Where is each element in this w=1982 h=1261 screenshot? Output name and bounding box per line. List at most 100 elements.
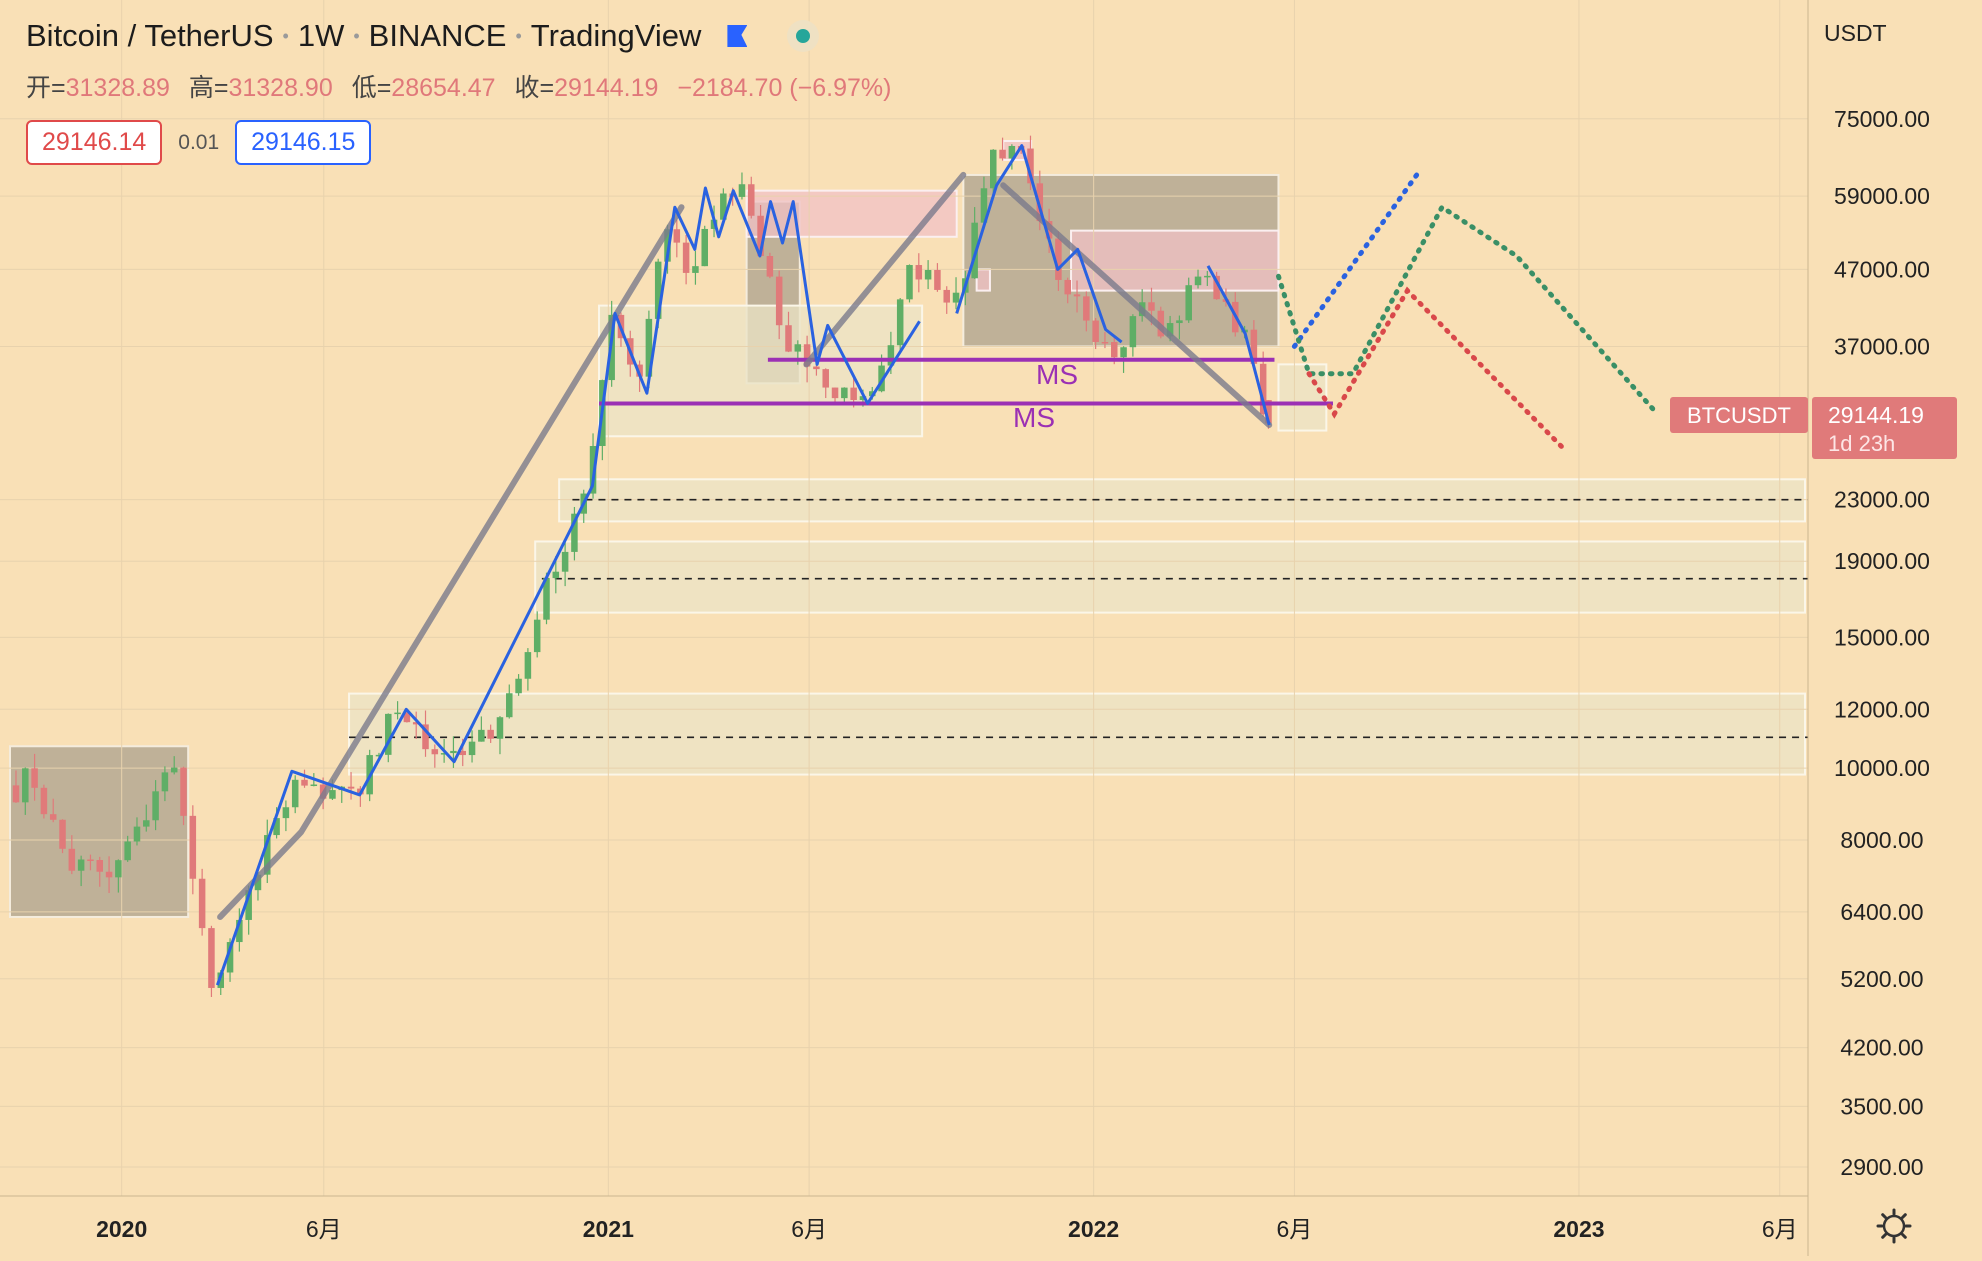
zone-gray xyxy=(9,745,190,918)
change-value: −2184.70 (−6.97%) xyxy=(677,74,892,102)
flag-icon[interactable] xyxy=(727,25,747,47)
candle-body xyxy=(273,818,280,836)
candle-body xyxy=(1194,276,1202,286)
candle-body xyxy=(952,292,960,303)
price-tick-label: 4200.00 xyxy=(1840,1035,1923,1061)
interval-label[interactable]: 1W xyxy=(297,18,345,53)
candle-body xyxy=(347,786,355,789)
projection-layer xyxy=(1276,172,1660,451)
symbol-title-row[interactable]: Bitcoin / TetherUS • 1W • BINANCE • Trad… xyxy=(26,18,891,54)
candle-body xyxy=(87,859,94,861)
price-tick-label: 37000.00 xyxy=(1834,333,1930,359)
candle-body xyxy=(208,928,215,988)
time-tick-label: 6月 xyxy=(1762,1216,1798,1242)
candle-body xyxy=(459,750,466,756)
price-tick-label: 5200.00 xyxy=(1840,966,1923,992)
time-ticks: 2020 6月 2021 6月 2022 6月 2023 6月 xyxy=(96,1216,1798,1242)
candle-body xyxy=(301,779,308,786)
candle-body xyxy=(822,369,829,388)
candle-body xyxy=(77,859,85,871)
candle-body xyxy=(1185,285,1192,321)
sell-price-button[interactable]: 29146.14 xyxy=(26,120,163,165)
candle-body xyxy=(1129,316,1137,348)
low-label: 低= xyxy=(351,74,392,102)
candle-body xyxy=(431,749,439,755)
time-tick-label: 2022 xyxy=(1068,1216,1119,1242)
candle-body xyxy=(217,972,225,988)
candle-body xyxy=(1166,323,1174,337)
candle-body xyxy=(49,814,57,820)
candle-body xyxy=(645,318,653,377)
candle-body xyxy=(1213,275,1220,300)
time-axis-background xyxy=(0,1196,1982,1256)
candle-body xyxy=(450,750,457,754)
separator-dot: • xyxy=(353,25,360,46)
candle-body xyxy=(1259,363,1267,415)
symbol-name[interactable]: Bitcoin / TetherUS xyxy=(26,18,274,53)
candle-body xyxy=(664,229,671,262)
candle-body xyxy=(1064,279,1071,295)
zone-light xyxy=(598,304,924,438)
market-status-icon[interactable] xyxy=(787,20,820,52)
price-ticks: 75000.00 59000.00 47000.00 37000.00 23000.00… xyxy=(1834,106,1930,1180)
candle-body xyxy=(105,871,113,878)
price-tick-label: 15000.00 xyxy=(1834,624,1930,650)
candle-body xyxy=(1092,320,1099,342)
candle-body xyxy=(478,729,485,742)
candle-body xyxy=(1204,275,1211,278)
candle-body xyxy=(571,513,578,552)
candle-body xyxy=(692,266,699,273)
candle-body xyxy=(887,345,895,366)
exchange-label: BINANCE xyxy=(368,18,507,53)
price-tick-label: 8000.00 xyxy=(1840,827,1923,853)
open-value: 31328.89 xyxy=(65,74,170,102)
platform-label: TradingView xyxy=(530,18,702,53)
candle-body xyxy=(1120,347,1127,358)
candle-body xyxy=(980,188,988,223)
candle-body xyxy=(1008,146,1016,159)
candle-body xyxy=(636,364,643,377)
candle-body xyxy=(738,184,746,197)
price-tick-label: 3500.00 xyxy=(1840,1093,1923,1119)
time-tick-label: 2021 xyxy=(583,1216,634,1242)
time-tick-label: 6月 xyxy=(1277,1216,1313,1242)
buy-price-button[interactable]: 29146.15 xyxy=(235,120,372,165)
gear-icon[interactable] xyxy=(1876,1208,1912,1244)
blue-trendline xyxy=(1206,265,1271,426)
annotation-layer: MS MS xyxy=(1013,359,1078,433)
time-tick-label: 6月 xyxy=(791,1216,827,1242)
time-tick-label: 2020 xyxy=(96,1216,147,1242)
trade-buttons: 29146.14 0.01 29146.15 xyxy=(26,120,891,165)
candle-body xyxy=(264,835,271,875)
high-label: 高= xyxy=(188,74,229,102)
candle-body xyxy=(654,261,662,319)
candle-body xyxy=(403,712,411,723)
candle-body xyxy=(198,878,206,929)
chart-header: Bitcoin / TetherUS • 1W • BINANCE • Trad… xyxy=(26,18,891,165)
separator-dot: • xyxy=(515,25,522,46)
candle-body xyxy=(59,819,66,849)
zone-layer xyxy=(9,139,1806,918)
price-tick-label: 75000.00 xyxy=(1834,106,1930,132)
projection-red xyxy=(1306,286,1566,451)
candle-body xyxy=(310,784,318,787)
candle-body xyxy=(757,215,764,257)
candle-body xyxy=(170,767,178,773)
trendline-layer xyxy=(215,144,1333,986)
candle-body xyxy=(1148,302,1155,311)
candle-body xyxy=(896,299,904,346)
candle-body xyxy=(12,785,20,803)
candle-body xyxy=(394,712,401,715)
candle-body xyxy=(133,826,141,842)
close-label: 收= xyxy=(514,74,555,102)
candle-body xyxy=(850,387,857,401)
candle-body xyxy=(906,265,913,300)
candle-body xyxy=(841,387,848,399)
candle-body xyxy=(152,791,159,821)
time-tick-label: 2023 xyxy=(1553,1216,1604,1242)
candle-body xyxy=(533,619,541,653)
candle-body xyxy=(748,184,755,216)
price-tick-label: 2900.00 xyxy=(1840,1154,1923,1180)
